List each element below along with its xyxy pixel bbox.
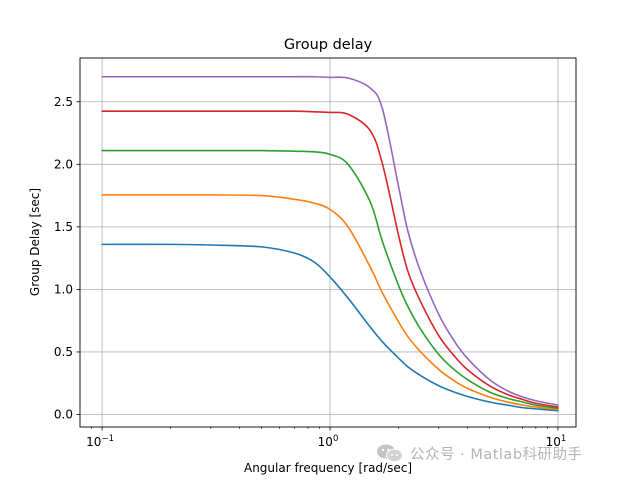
y-tick-label: 0.0: [54, 408, 73, 422]
plot-frame: [79, 57, 577, 428]
y-tick-label: 0.5: [54, 345, 73, 359]
x-tick-label: 101: [546, 434, 567, 449]
grid-lines: [80, 58, 576, 427]
series-line-4: [101, 110, 559, 408]
series-line-5: [101, 75, 559, 406]
y-tick-label: 2.5: [54, 95, 73, 109]
y-tick-label: 1.0: [54, 283, 73, 297]
x-axis-label: Angular frequency [rad/sec]: [244, 461, 412, 475]
y-axis-ticks: 0.0 0.5 1.0 1.5 2.0 2.5: [54, 95, 80, 422]
y-axis-label: Group Delay [sec]: [28, 188, 42, 296]
x-axis-ticks: 10−1 100 101: [86, 427, 566, 449]
series-line-2: [101, 194, 559, 411]
x-tick-label: 10−1: [86, 434, 114, 449]
watermark-text: 公众号 · Matlab科研助手: [410, 446, 583, 463]
wechat-icon: [377, 444, 403, 463]
series-lines: [101, 75, 559, 412]
y-tick-label: 1.5: [54, 220, 73, 234]
watermark: 公众号 · Matlab科研助手: [376, 442, 583, 464]
series-line-3: [101, 149, 559, 410]
series-line-1: [101, 243, 559, 412]
y-tick-label: 2.0: [54, 158, 73, 172]
chart-title: Group delay: [284, 37, 373, 53]
x-tick-label: 100: [318, 434, 339, 449]
